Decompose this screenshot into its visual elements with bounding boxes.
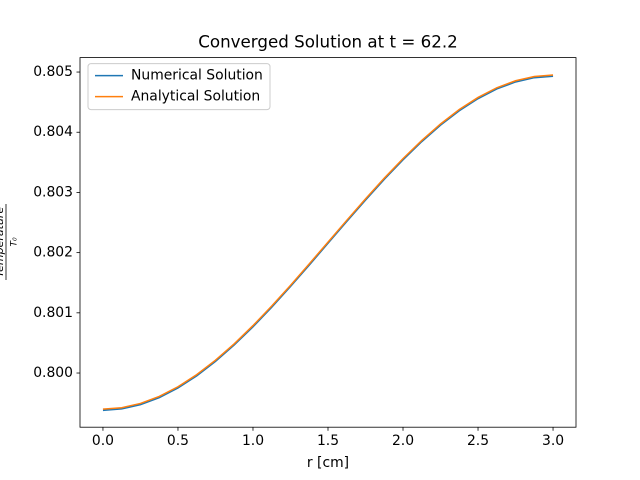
x-tick-label: 1.5 — [317, 433, 339, 449]
x-tick-label: 2.0 — [392, 433, 414, 449]
y-label-denominator: T₀ — [10, 237, 20, 246]
x-tick-label: 0.5 — [167, 433, 189, 449]
data-line — [102, 75, 554, 412]
data-line — [102, 74, 554, 410]
y-axis-label: Temperature T₀ — [0, 204, 20, 280]
y-tick-label: 0.802 — [33, 245, 73, 261]
y-tick-label: 0.801 — [33, 305, 73, 321]
axes-frame — [79, 57, 577, 428]
y-tick-label: 0.803 — [33, 184, 73, 200]
x-axis-label: r [cm] — [307, 455, 349, 471]
legend-label: Analytical Solution — [131, 89, 260, 105]
y-tick-label: 0.800 — [33, 365, 73, 381]
x-tick-label: 3.0 — [542, 433, 564, 449]
x-tick-label: 1.0 — [242, 433, 264, 449]
y-tick-label: 0.805 — [33, 64, 73, 80]
x-tick-label: 0.0 — [92, 433, 114, 449]
y-tick-label: 0.804 — [33, 124, 73, 140]
legend-label: Numerical Solution — [131, 68, 263, 84]
y-label-numerator: Temperature — [0, 207, 6, 278]
legend-box — [87, 63, 271, 111]
chart-title: Converged Solution at t = 62.2 — [198, 32, 458, 52]
x-tick-label: 2.5 — [467, 433, 489, 449]
